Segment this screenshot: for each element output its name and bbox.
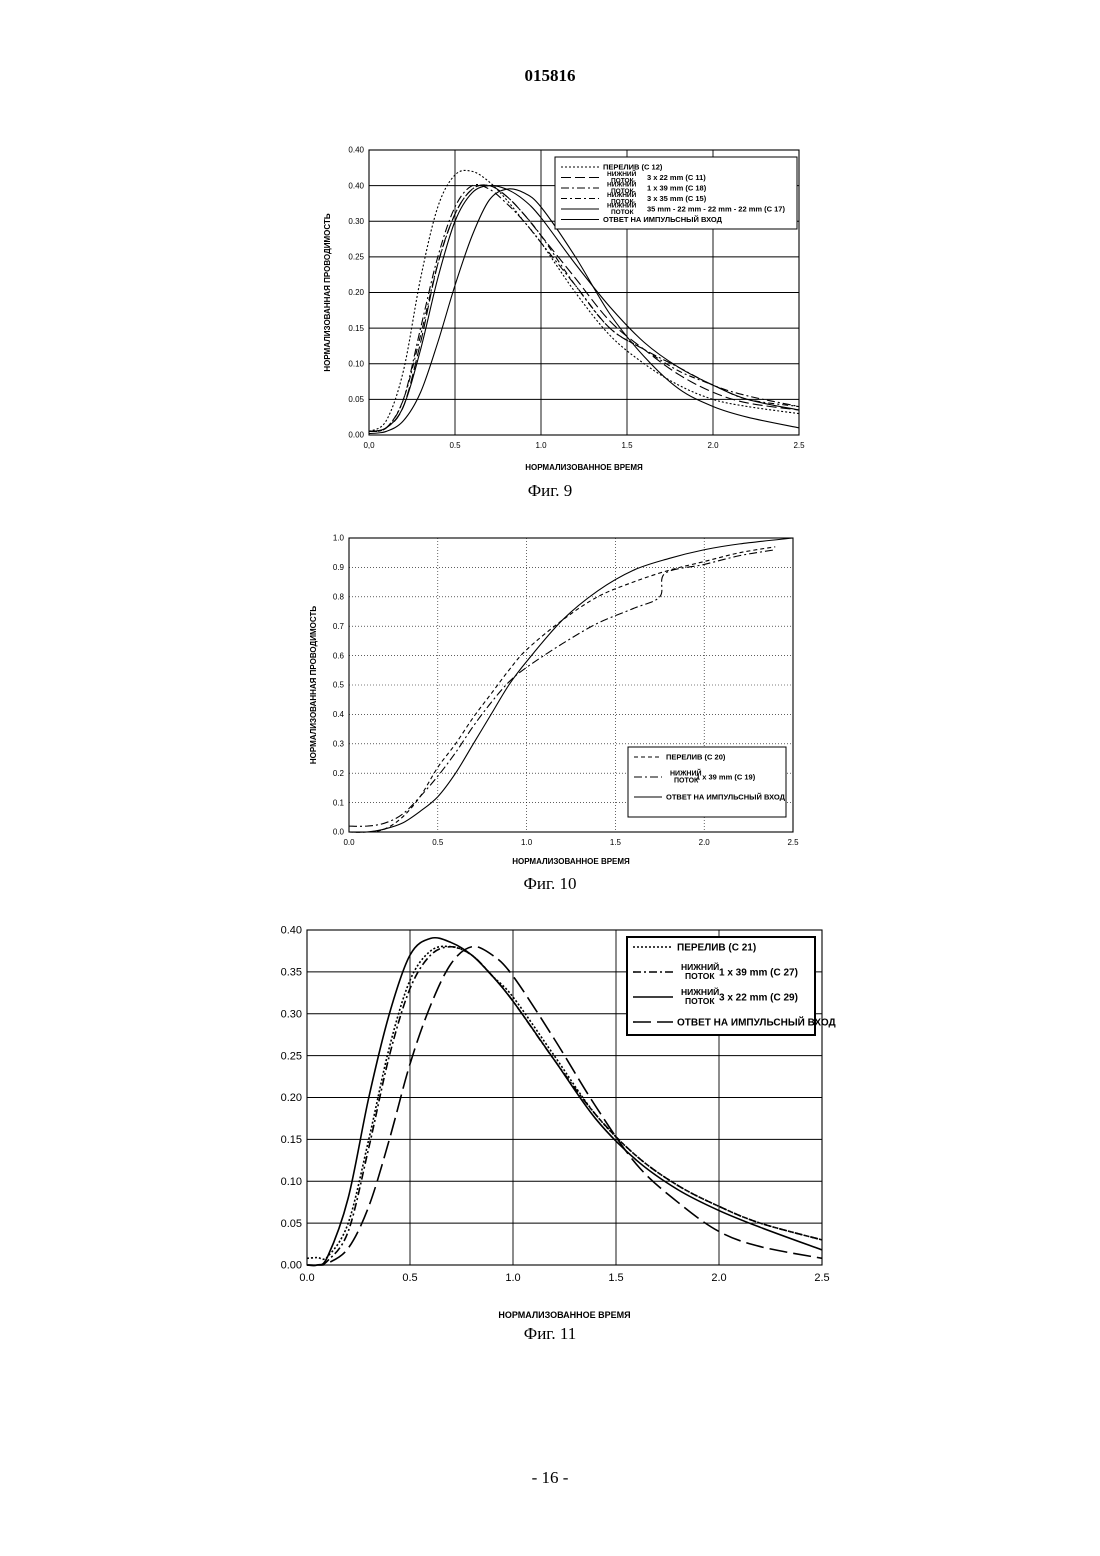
y-tick-label: 0.10 xyxy=(348,359,364,368)
legend-prefix: ПОТОК xyxy=(685,971,715,981)
y-tick-label: 0.00 xyxy=(281,1260,302,1272)
y-tick-label: 0.20 xyxy=(348,288,364,297)
y-tick-label: 0.25 xyxy=(348,253,364,262)
legend-prefix: НИЖНИЙ xyxy=(607,200,637,209)
y-tick-label: 0.10 xyxy=(281,1176,302,1188)
legend-prefix: НИЖНИЙ xyxy=(607,190,637,199)
page-number: - 16 - xyxy=(0,1468,1100,1488)
y-tick-label: 0.15 xyxy=(281,1134,302,1146)
y-tick-label: 0.35 xyxy=(281,967,302,979)
x-tick-label: 2.5 xyxy=(793,441,805,450)
y-tick-label: 1.0 xyxy=(333,534,345,543)
y-tick-label: 0.7 xyxy=(333,622,345,631)
x-tick-label: 2.5 xyxy=(814,1272,829,1284)
x-tick-label: 0.0 xyxy=(343,838,355,847)
legend-entry: 1 x 39 mm (С 19) xyxy=(696,773,756,782)
y-tick-label: 0.40 xyxy=(281,925,302,937)
legend-entry: ОТВЕТ НА ИМПУЛЬСНЫЙ ВХОД xyxy=(603,215,723,224)
x-tick-label: 0.0 xyxy=(299,1272,314,1284)
legend-entry: ОТВЕТ НА ИМПУЛЬСНЫЙ ВХОД xyxy=(677,1016,836,1029)
y-tick-label: 0.1 xyxy=(333,798,345,807)
x-axis-label: НОРМАЛИЗОВАННОЕ ВРЕМЯ xyxy=(525,463,643,472)
figure-9-caption: Фиг. 9 xyxy=(0,481,1100,501)
y-tick-label: 0.30 xyxy=(348,217,364,226)
y-tick-label: 0.5 xyxy=(333,681,345,690)
y-tick-label: 0.05 xyxy=(348,395,364,404)
x-tick-label: 2.0 xyxy=(711,1272,726,1284)
figure-10-caption: Фиг. 10 xyxy=(0,874,1100,894)
y-tick-label: 0.6 xyxy=(333,651,345,660)
x-tick-label: 1.0 xyxy=(535,441,547,450)
y-tick-label: 0.25 xyxy=(281,1050,302,1062)
figure-11-caption: Фиг. 11 xyxy=(0,1324,1100,1344)
x-tick-label: 2.0 xyxy=(699,838,711,847)
legend-entry: 35 mm - 22 mm - 22 mm - 22 mm (С 17) xyxy=(647,205,785,214)
y-tick-label: 0.4 xyxy=(333,710,345,719)
y-tick-label: 0.0 xyxy=(333,828,345,837)
x-tick-label: 1.5 xyxy=(621,441,633,450)
legend-prefix: ПОТОК xyxy=(685,996,715,1006)
x-axis-label: НОРМАЛИЗОВАННОЕ ВРЕМЯ xyxy=(512,857,630,866)
y-tick-label: 0.05 xyxy=(281,1218,302,1230)
x-tick-label: 1.5 xyxy=(610,838,622,847)
y-tick-label: 0.40 xyxy=(348,181,364,190)
x-tick-label: 2.5 xyxy=(787,838,799,847)
legend-entry: ОТВЕТ НА ИМПУЛЬСНЫЙ ВХОД xyxy=(666,793,786,802)
x-tick-label: 1.0 xyxy=(521,838,533,847)
legend-prefix: НИЖНИЙ xyxy=(607,179,637,188)
x-axis-label: НОРМАЛИЗОВАННОЕ ВРЕМЯ xyxy=(498,1310,630,1320)
x-tick-label: 0,0 xyxy=(363,441,375,450)
figure-10-plot: 0.0 0.5 1.0 1.5 2.0 2.5 0.0 0.1 0.2 0.3 0.4 0.5 0.6 0… xyxy=(309,534,799,866)
x-tick-label: 0.5 xyxy=(432,838,444,847)
y-tick-label: 0.9 xyxy=(333,563,345,572)
y-tick-label: 0.2 xyxy=(333,769,345,778)
figure-9-plot: 0,0 0.5 1.0 1.5 2.0 2.5 0.00 0.05 0.10 0.15 0.20 0.… xyxy=(323,146,805,472)
x-tick-label: 2.0 xyxy=(707,441,719,450)
y-axis-label: НОРМАЛИЗОВАННАЯ ПРОВОДИМОСТЬ xyxy=(323,213,332,371)
x-tick-label: 0.5 xyxy=(449,441,461,450)
y-axis-label: НОРМАЛИЗОВАННАЯ ПРОВОДИМОСТЬ xyxy=(309,606,318,764)
legend-entry: 3 x 35 mm (С 15) xyxy=(647,194,707,203)
figure-9-chart: 0,00.51.01.52.02.50.000.050.100.150.200.… xyxy=(0,0,1100,1556)
legend-prefix: НИЖНИЙ xyxy=(607,169,637,178)
y-tick-label: 0.15 xyxy=(348,324,364,333)
legend-entry: 1 x 39 mm (С 27) xyxy=(719,968,798,979)
y-tick-label: 0.00 xyxy=(348,431,364,440)
y-tick-label: 0.3 xyxy=(333,739,345,748)
x-tick-label: 1.0 xyxy=(505,1272,520,1284)
legend-entry: 3 x 22 mm (С 11) xyxy=(647,173,706,182)
y-tick-label: 0.30 xyxy=(281,1008,302,1020)
x-tick-label: 1.5 xyxy=(608,1272,623,1284)
legend-entry: ПЕРЕЛИВ (С 20) xyxy=(666,753,726,762)
figure-11-plot: 0.0 0.5 1.0 1.5 2.0 2.5 0.00 0.05 0.10 0.15 0.20 0.… xyxy=(281,925,836,1320)
x-tick-label: 0.5 xyxy=(402,1272,417,1284)
legend-entry: 1 x 39 mm (С 18) xyxy=(647,184,707,193)
y-tick-label: 0.20 xyxy=(281,1092,302,1104)
y-tick-label: 0.40 xyxy=(348,146,364,155)
legend-entry: ПЕРЕЛИВ (С 21) xyxy=(677,943,756,954)
y-tick-label: 0.8 xyxy=(333,592,345,601)
legend-entry: 3 x 22 mm (С 29) xyxy=(719,993,798,1004)
